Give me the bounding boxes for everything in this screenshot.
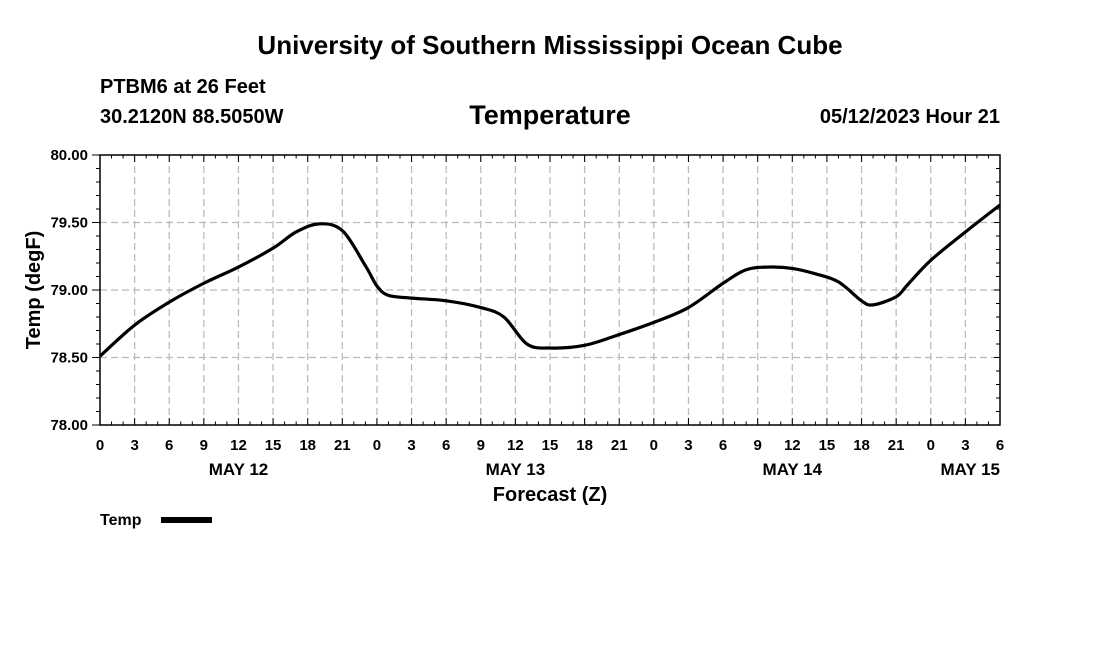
page-title: University of Southern Mississippi Ocean… xyxy=(257,30,843,60)
x-tick-label: 18 xyxy=(576,437,593,454)
x-tick-label: 6 xyxy=(442,437,450,454)
x-tick-label: 0 xyxy=(650,437,658,454)
x-tick-label: 21 xyxy=(334,437,351,454)
x-tick-label: 12 xyxy=(784,437,801,454)
y-axis-label: Temp (degF) xyxy=(23,231,45,350)
x-tick-label: 6 xyxy=(996,437,1004,454)
x-tick-label: 6 xyxy=(719,437,727,454)
station-coordinates: 30.2120N 88.5050W xyxy=(100,106,284,128)
x-tick-label: 21 xyxy=(611,437,628,454)
x-tick-label: 15 xyxy=(265,437,282,454)
grid xyxy=(100,155,1000,425)
legend-label-temp: Temp xyxy=(100,512,142,529)
series-line-temp xyxy=(98,203,1001,358)
x-axis-label: Forecast (Z) xyxy=(493,484,607,506)
y-tick-label: 78.50 xyxy=(50,350,88,367)
series-layer xyxy=(98,203,1001,358)
day-label: MAY 13 xyxy=(486,460,546,479)
day-label: MAY 12 xyxy=(209,460,269,479)
x-tick-label: 3 xyxy=(407,437,415,454)
y-tick-label: 79.50 xyxy=(50,215,88,232)
x-tick-label: 0 xyxy=(373,437,381,454)
day-label: MAY 14 xyxy=(763,460,823,479)
x-tick-label: 15 xyxy=(542,437,559,454)
day-label: MAY 15 xyxy=(940,460,1000,479)
x-tick-label: 3 xyxy=(961,437,969,454)
x-tick-label: 9 xyxy=(754,437,762,454)
x-tick-label: 15 xyxy=(819,437,836,454)
x-tick-label: 18 xyxy=(299,437,316,454)
station-label: PTBM6 at 26 Feet xyxy=(100,76,266,98)
x-tick-label: 12 xyxy=(507,437,524,454)
legend: Temp xyxy=(100,512,212,529)
x-tick-label: 9 xyxy=(200,437,208,454)
y-tick-label: 80.00 xyxy=(50,147,88,164)
x-tick-label: 3 xyxy=(130,437,138,454)
x-tick-label: 9 xyxy=(477,437,485,454)
x-tick-label: 3 xyxy=(684,437,692,454)
x-tick-label: 18 xyxy=(853,437,870,454)
plot-frame xyxy=(99,154,1001,426)
x-tick-label: 0 xyxy=(96,437,104,454)
x-tick-label: 21 xyxy=(888,437,905,454)
x-tick-label: 0 xyxy=(927,437,935,454)
forecast-datetime: 05/12/2023 Hour 21 xyxy=(819,106,1000,128)
x-tick-label: 12 xyxy=(230,437,247,454)
y-tick-label: 78.00 xyxy=(50,417,88,434)
x-tick-label: 6 xyxy=(165,437,173,454)
y-tick-label: 79.00 xyxy=(50,282,88,299)
chart-title: Temperature xyxy=(469,100,631,130)
